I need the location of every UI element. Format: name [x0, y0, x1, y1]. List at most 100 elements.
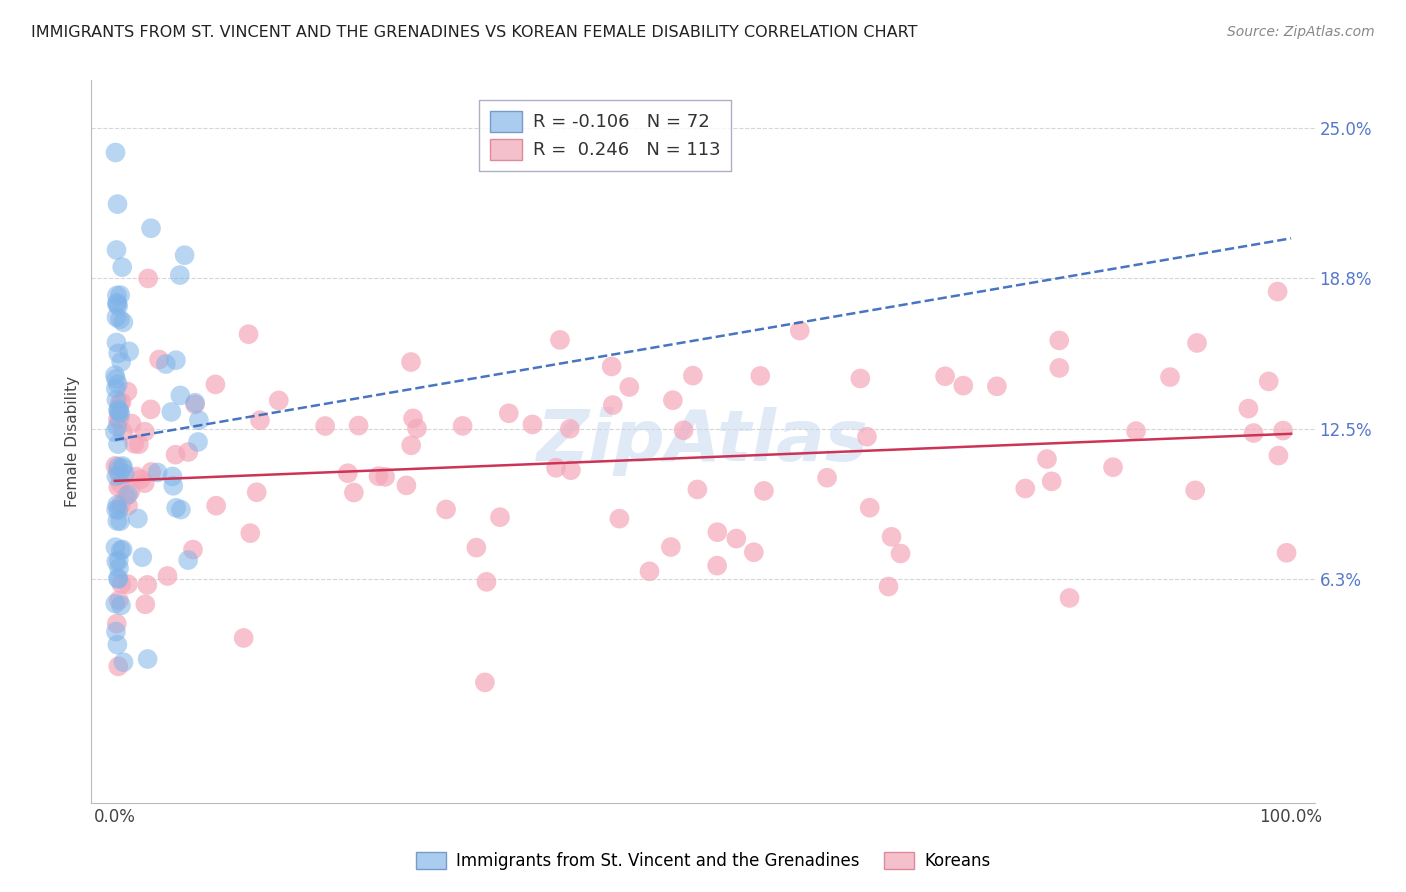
Point	[522, 417, 544, 432]
Point	[104, 425, 127, 439]
Point	[600, 359, 623, 374]
Point	[402, 411, 425, 425]
Point	[181, 542, 204, 557]
Point	[1243, 425, 1265, 440]
Point	[117, 384, 139, 399]
Point	[749, 368, 772, 383]
Point	[560, 463, 582, 477]
Point	[110, 476, 132, 491]
Point	[104, 372, 127, 386]
Point	[104, 382, 127, 396]
Point	[107, 571, 129, 585]
Point	[107, 404, 129, 418]
Point	[111, 458, 134, 473]
Point	[107, 299, 129, 313]
Point	[107, 346, 129, 360]
Point	[706, 558, 728, 573]
Legend: Immigrants from St. Vincent and the Grenadines, Koreans: Immigrants from St. Vincent and the Gren…	[409, 845, 997, 877]
Point	[104, 597, 127, 611]
Point	[952, 378, 974, 392]
Point	[108, 412, 131, 426]
Point	[104, 368, 127, 383]
Point	[108, 404, 131, 418]
Point	[239, 526, 262, 541]
Point	[548, 333, 571, 347]
Point	[1185, 335, 1208, 350]
Point	[108, 561, 131, 575]
Point	[136, 652, 159, 666]
Point	[139, 221, 162, 235]
Point	[134, 597, 156, 611]
Point	[395, 478, 418, 492]
Point	[104, 624, 127, 639]
Point	[107, 659, 129, 673]
Point	[160, 405, 183, 419]
Point	[314, 419, 336, 434]
Point	[108, 593, 131, 607]
Point	[108, 312, 131, 326]
Point	[374, 470, 396, 484]
Point	[105, 297, 128, 311]
Point	[434, 502, 457, 516]
Point	[1047, 360, 1070, 375]
Point	[347, 418, 370, 433]
Point	[249, 413, 271, 427]
Point	[111, 260, 134, 274]
Point	[1272, 424, 1295, 438]
Point	[117, 499, 139, 513]
Point	[1184, 483, 1206, 498]
Point	[177, 445, 200, 459]
Point	[1036, 452, 1059, 467]
Point	[162, 469, 184, 483]
Point	[108, 406, 131, 420]
Point	[162, 479, 184, 493]
Point	[474, 675, 496, 690]
Point	[107, 572, 129, 586]
Point	[856, 430, 879, 444]
Point	[127, 511, 149, 525]
Point	[105, 502, 128, 516]
Point	[110, 355, 132, 369]
Point	[117, 577, 139, 591]
Point	[1102, 460, 1125, 475]
Point	[1014, 482, 1036, 496]
Point	[110, 395, 132, 409]
Point	[1275, 546, 1298, 560]
Point	[877, 580, 900, 594]
Point	[169, 388, 191, 402]
Point	[619, 380, 641, 394]
Point	[498, 406, 520, 420]
Point	[107, 197, 129, 211]
Point	[343, 485, 366, 500]
Point	[105, 616, 128, 631]
Point	[170, 502, 193, 516]
Point	[889, 547, 911, 561]
Point	[136, 271, 159, 285]
Point	[111, 425, 134, 439]
Point	[110, 577, 132, 591]
Point	[105, 638, 128, 652]
Point	[114, 490, 136, 504]
Y-axis label: Female Disability: Female Disability	[65, 376, 80, 508]
Point	[1040, 475, 1063, 489]
Point	[105, 288, 128, 302]
Point	[609, 511, 631, 525]
Point	[406, 421, 429, 435]
Point	[125, 469, 148, 483]
Point	[489, 510, 512, 524]
Point	[1047, 334, 1070, 348]
Point	[104, 540, 127, 554]
Point	[399, 438, 422, 452]
Point	[111, 461, 134, 475]
Point	[134, 476, 156, 491]
Point	[105, 295, 128, 310]
Legend: R = -0.106   N = 72, R =  0.246   N = 113: R = -0.106 N = 72, R = 0.246 N = 113	[479, 100, 731, 170]
Point	[156, 569, 179, 583]
Point	[659, 540, 682, 554]
Point	[849, 371, 872, 385]
Point	[117, 488, 139, 502]
Point	[105, 498, 128, 512]
Point	[752, 483, 775, 498]
Point	[110, 498, 132, 512]
Point	[367, 469, 389, 483]
